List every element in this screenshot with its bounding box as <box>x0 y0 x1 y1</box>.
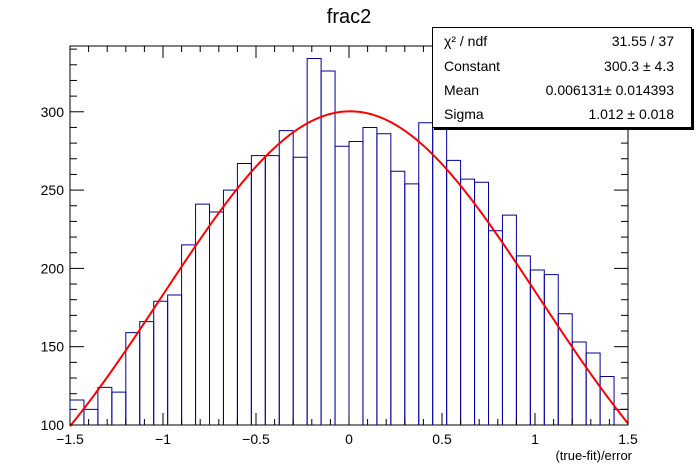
stats-value: 300.3 ± 4.3 <box>604 58 674 74</box>
fit-curve <box>69 110 629 427</box>
histogram-bin <box>264 155 280 425</box>
x-tick-label: 1 <box>531 431 539 447</box>
histogram-bin <box>376 133 392 425</box>
histogram-bin <box>599 375 615 425</box>
x-tick-label: −1 <box>155 431 171 447</box>
histogram-bin <box>209 211 224 425</box>
x-tick-label: −0.5 <box>242 431 270 447</box>
histogram-bin <box>306 58 322 425</box>
stats-key: Mean <box>444 82 480 98</box>
x-tick-label: 1.5 <box>618 431 638 447</box>
histogram-bin <box>460 178 476 425</box>
y-tick-label: 150 <box>41 339 65 355</box>
stats-row-mean: Mean 0.006131± 0.014393 <box>433 77 691 101</box>
histogram-bin <box>348 141 364 425</box>
y-tick-label: 200 <box>41 260 65 276</box>
histogram-bin <box>446 159 462 425</box>
histogram-bin <box>488 230 503 425</box>
y-tick-label: 100 <box>41 417 65 433</box>
histogram-bin <box>334 145 350 425</box>
y-tick-label: 250 <box>41 182 65 198</box>
histogram-bin <box>250 155 266 425</box>
x-axis-label: (true-fit)/error <box>555 448 632 463</box>
x-tick-label: −1.5 <box>56 431 84 447</box>
histogram-bin <box>222 189 238 425</box>
x-tick-label: 0 <box>345 431 353 447</box>
histogram-bin <box>236 162 252 425</box>
histogram-bin <box>362 126 378 425</box>
histogram-bin <box>111 391 127 425</box>
histogram-bin <box>571 341 587 425</box>
histogram-bin <box>97 386 113 425</box>
stats-value: 0.006131± 0.014393 <box>545 82 674 98</box>
histogram-bin <box>585 352 601 425</box>
histogram-bin <box>418 122 434 425</box>
histogram-bin <box>543 274 559 425</box>
stats-box: χ² / ndf 31.55 / 37 Constant 300.3 ± 4.3… <box>432 27 692 128</box>
histogram-bin <box>278 130 294 425</box>
stats-key: Constant <box>444 58 501 74</box>
stats-value: 1.012 ± 0.018 <box>588 106 674 122</box>
chart-title: frac2 <box>326 6 372 28</box>
y-tick-label: 300 <box>41 104 65 120</box>
histogram-bin <box>390 170 406 425</box>
x-tick-label: 0.5 <box>432 431 452 447</box>
histogram-bin <box>83 408 99 425</box>
histogram-bin <box>292 156 308 425</box>
histogram-bin <box>153 300 169 425</box>
stats-key: Sigma <box>444 106 484 122</box>
stats-value: 31.55 / 37 <box>611 33 674 49</box>
stats-row-constant: Constant 300.3 ± 4.3 <box>433 53 691 77</box>
histogram-bin <box>139 321 155 425</box>
stats-key: χ² / ndf <box>444 33 488 49</box>
stats-row-sigma: Sigma 1.012 ± 0.018 <box>433 101 691 125</box>
histogram-bin <box>181 244 197 425</box>
histogram-bin <box>320 70 336 425</box>
histogram-bin <box>613 408 629 425</box>
histogram-bin <box>167 294 183 425</box>
stats-row-chi2: χ² / ndf 31.55 / 37 <box>433 28 691 52</box>
histogram-bin <box>404 183 420 425</box>
